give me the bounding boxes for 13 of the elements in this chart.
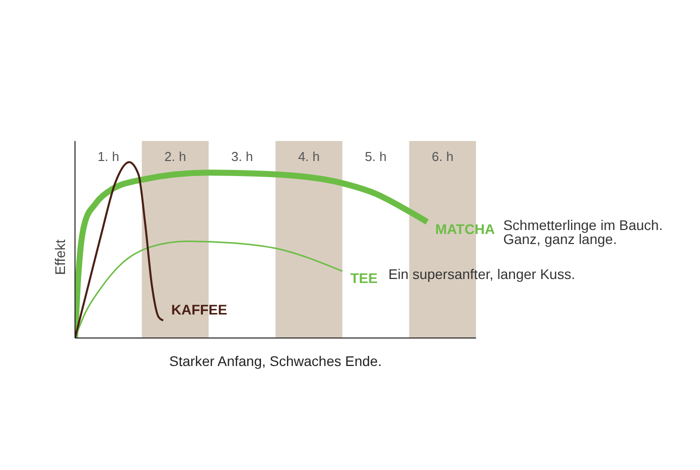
series-label: TEE — [350, 270, 378, 286]
series-label: MATCHA — [435, 220, 495, 237]
x-tick-label: 2. h — [164, 149, 186, 164]
annotation: Ein supersanfter, langer Kuss. — [388, 266, 576, 282]
text: Schmetterlinge im Bauch. Ganz, ganz lange. — [503, 216, 663, 247]
y-axis-title: Effekt — [52, 239, 68, 276]
x-tick-label: 6. h — [432, 149, 454, 164]
x-tick-label: 4. h — [298, 149, 320, 164]
series-label: KAFFEE — [171, 301, 228, 318]
x-tick-label: 3. h — [231, 149, 253, 164]
x-tick-label: 5. h — [364, 149, 387, 164]
x-tick-label: 1. h — [98, 149, 120, 164]
x-axis-title: Starker Anfang, Schwaches Ende. — [169, 353, 382, 369]
